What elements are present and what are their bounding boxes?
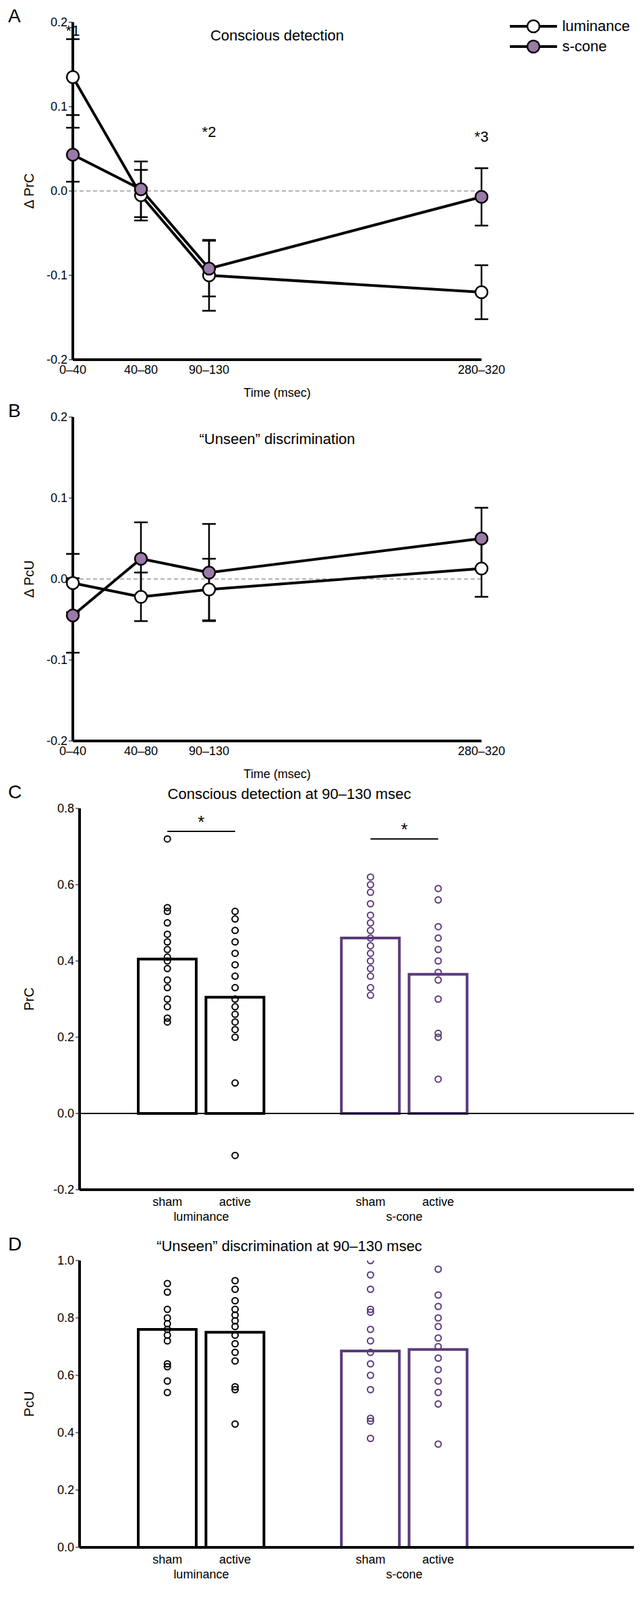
svg-text:0.2: 0.2 [57,1029,75,1044]
svg-text:0.1: 0.1 [50,99,68,114]
svg-text:sham: sham [355,1194,386,1208]
svg-text:-0.1: -0.1 [46,268,68,282]
svg-text:0.0: 0.0 [57,1539,75,1554]
svg-text:active: active [219,1551,251,1566]
html-text:Conscious detection at 90–130: Conscious detection at 90–130 msec [167,784,411,802]
svg-text:s-cone: s-cone [386,1566,423,1581]
svg-text:s-cone: s-cone [386,1209,423,1223]
svg-text:40–80: 40–80 [124,743,158,758]
svg-text:280–320: 280–320 [457,743,506,758]
svg-text:Time (msec): Time (msec) [243,385,311,400]
svg-text:Time (msec): Time (msec) [243,766,311,781]
html-text:B: B [8,399,21,421]
svg-text:luminance: luminance [173,1209,229,1223]
svg-text:0.4: 0.4 [57,1424,75,1439]
svg-text:*: * [401,818,408,839]
svg-text:0.8: 0.8 [57,801,75,815]
svg-text:0.2: 0.2 [57,1482,75,1496]
svg-text:40–80: 40–80 [124,362,158,377]
svg-text:0.0: 0.0 [50,184,68,198]
svg-text:0.4: 0.4 [57,953,75,968]
svg-text:active: active [219,1194,251,1208]
svg-text:90–130: 90–130 [188,362,230,377]
svg-text:-0.1: -0.1 [46,652,68,667]
svg-text:0.8: 0.8 [57,1310,75,1324]
svg-text:0.0: 0.0 [57,1105,75,1120]
svg-text:*1: *1 [66,22,81,40]
html-text:C: C [8,780,22,802]
svg-text:sham: sham [355,1551,386,1566]
svg-text:0–40: 0–40 [59,743,87,758]
svg-text:*3: *3 [474,128,489,145]
svg-text:sham: sham [152,1551,183,1566]
svg-text:90–130: 90–130 [188,743,230,758]
svg-text:-0.2: -0.2 [46,733,68,748]
svg-text:0–40: 0–40 [59,362,87,377]
svg-text:*2: *2 [202,123,217,141]
svg-text:1.0: 1.0 [57,1252,75,1267]
html-text:Conscious detection: Conscious detection [210,26,344,44]
svg-text:PrC: PrC [21,986,37,1010]
html-text:s-cone: s-cone [562,37,607,55]
svg-text:luminance: luminance [173,1566,229,1581]
svg-text:Δ PcU: Δ PcU [21,559,37,598]
svg-text:-0.2: -0.2 [53,1182,75,1196]
svg-text:active: active [422,1551,454,1566]
svg-text:-0.2: -0.2 [46,352,68,367]
svg-text:0.6: 0.6 [57,877,75,891]
html-text:luminance: luminance [562,17,630,35]
html-text:“Unseen” discrimination: “Unseen” discrimination [199,430,356,448]
svg-text:0.6: 0.6 [57,1367,75,1382]
html-text:A: A [8,5,21,27]
svg-text:0.0: 0.0 [50,571,68,586]
svg-text:0.1: 0.1 [50,490,68,505]
svg-text:0.2: 0.2 [50,15,68,29]
svg-text:*: * [197,811,205,832]
svg-text:PcU: PcU [21,1390,37,1417]
svg-text:0.2: 0.2 [50,410,68,424]
svg-text:active: active [422,1194,454,1208]
html-text:D: D [8,1232,22,1254]
svg-text:sham: sham [152,1194,183,1208]
svg-text:Δ PrC: Δ PrC [21,173,37,209]
html-text:“Unseen” discrimination at 90–: “Unseen” discrimination at 90–130 msec [156,1236,423,1254]
svg-text:280–320: 280–320 [457,362,506,377]
